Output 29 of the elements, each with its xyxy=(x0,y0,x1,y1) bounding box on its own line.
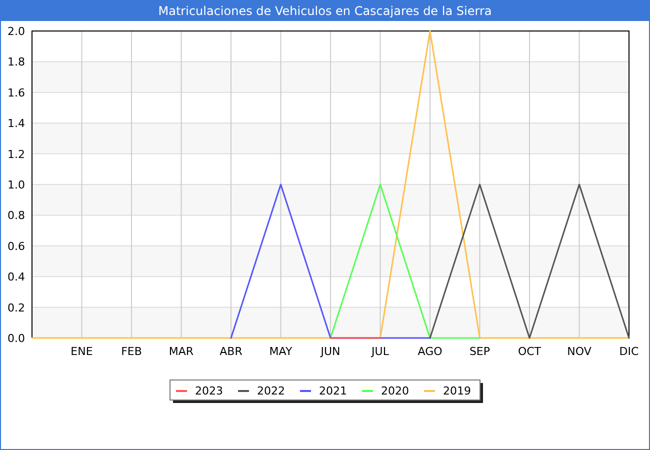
y-tick-label: 1.2 xyxy=(8,148,25,161)
y-tick-label: 2.0 xyxy=(8,25,25,38)
y-tick-label: 1.4 xyxy=(8,117,25,130)
x-tick-label: MAR xyxy=(168,345,194,358)
y-tick-label: 0.8 xyxy=(8,209,25,222)
legend-label: 2022 xyxy=(257,384,285,398)
x-tick-label: MAY xyxy=(269,345,292,358)
x-tick-label: FEB xyxy=(121,345,142,358)
x-tick-label: OCT xyxy=(518,345,542,358)
x-tick-label: SEP xyxy=(469,345,490,358)
x-tick-label: ABR xyxy=(220,345,243,358)
x-tick-label: ENE xyxy=(70,345,93,358)
y-tick-label: 0.2 xyxy=(8,301,25,314)
legend-label: 2021 xyxy=(319,384,347,398)
x-tick-label: NOV xyxy=(567,345,592,358)
y-tick-label: 1.0 xyxy=(8,178,25,192)
legend-label: 2020 xyxy=(381,384,409,398)
x-tick-label: AGO xyxy=(418,345,443,358)
legend-label: 2019 xyxy=(443,384,471,398)
y-tick-label: 0.0 xyxy=(8,332,25,345)
y-tick-label: 1.8 xyxy=(8,56,25,69)
y-tick-label: 0.4 xyxy=(8,270,25,284)
chart-title: Matriculaciones de Vehiculos en Cascajares de la Sierra xyxy=(158,4,492,18)
x-tick-label: DIC xyxy=(619,345,640,358)
y-tick-label: 1.6 xyxy=(8,86,25,100)
legend-label: 2023 xyxy=(195,384,223,398)
x-tick-label: JUL xyxy=(370,345,390,358)
x-tick-label: JUN xyxy=(320,345,340,358)
y-tick-label: 0.6 xyxy=(8,240,25,253)
